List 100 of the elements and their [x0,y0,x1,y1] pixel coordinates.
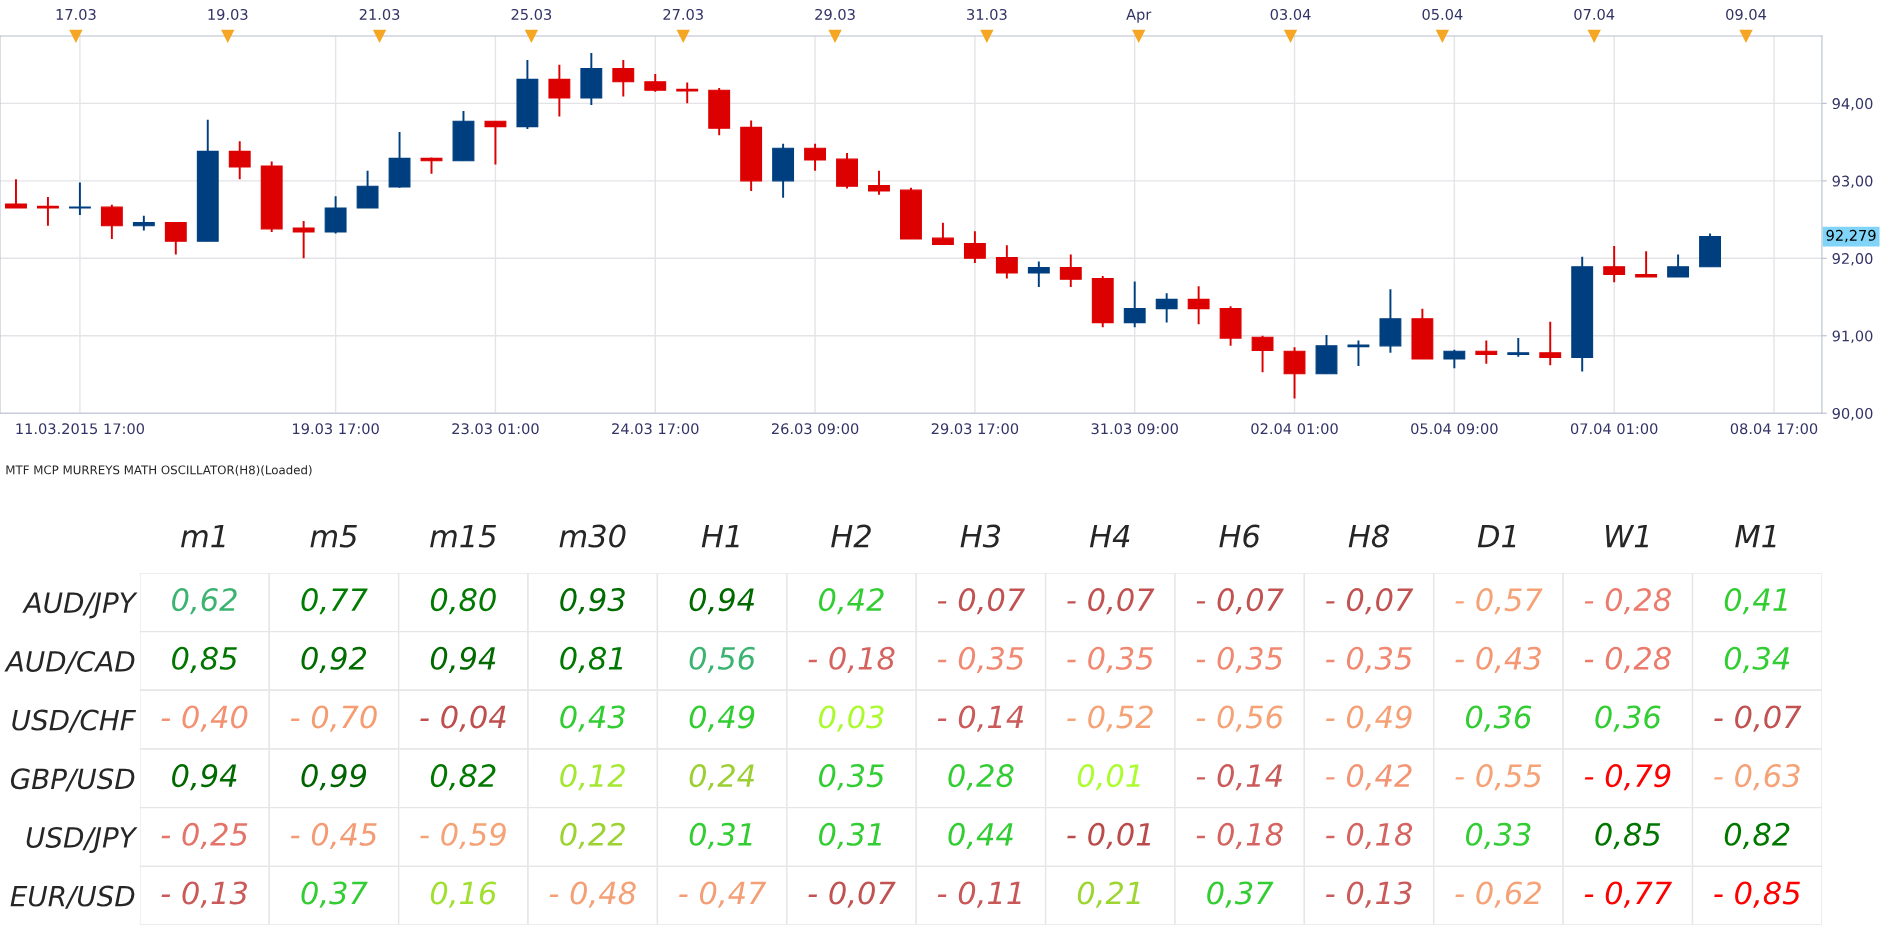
data-label: - 0,04 [420,705,506,732]
data-label: 0,35 [819,764,884,791]
data-label: 0,37 [301,881,368,908]
text: 05.04 [1422,8,1463,20]
text: 29.03 [815,8,855,20]
candlestick [1283,346,1306,400]
x-tick-label: H8 [1348,524,1389,548]
x-tick-label: 26.03 09:00 [771,423,859,435]
candlestick [37,196,59,227]
data-label: 0,12 [560,764,625,791]
data-label: 0,42 [819,588,884,615]
data-label: - 0,52 [1067,705,1153,732]
data-label: 0,34 [1724,646,1790,673]
data-label: - 0,79 [1584,764,1671,791]
data-label: 0,93 [560,588,625,615]
x-tick-label: 31.03 09:00 [1091,423,1178,435]
data-label: 0,82 [1724,822,1790,849]
candlestick [1539,320,1562,367]
candlestick [676,81,699,105]
data-label: - 0,56 [1196,705,1283,732]
text: 27.03 [663,8,703,20]
data-label: - 0,35 [1326,646,1412,673]
candlestick [228,140,251,181]
x-tick-label: 02.04 01:00 [1251,423,1338,435]
data-label: - 0,07 [1067,588,1155,615]
candlestick [100,203,123,240]
candlestick [1347,339,1370,367]
data-label: 0,28 [948,764,1014,791]
data-label: - 0,47 [679,881,767,908]
data-label: - 0,55 [1455,764,1542,791]
data-label: - 0,43 [1455,646,1541,673]
text: 03.04 [1270,8,1311,20]
x-tick-label: 05.04 09:00 [1411,423,1498,435]
data-label: - 0,07 [1196,588,1284,615]
y-tick-label: AUD/JPY [22,592,138,619]
data-label: 0,41 [1724,588,1787,615]
y-tick-label: 94,00 [1832,98,1873,111]
y-tick-label: GBP/USD [10,768,135,792]
data-label: - 0,01 [1067,822,1151,849]
data-label: - 0,18 [808,646,895,673]
text: 17.03 [56,8,96,20]
candlestick [868,169,890,196]
x-tick-label: m1 [181,524,225,548]
data-label: 0,77 [301,588,368,615]
data-label: - 0,14 [937,705,1024,732]
data-label: 0,21 [1077,881,1140,908]
text: 31.03 [967,8,1007,20]
data-label: 0,85 [172,646,237,673]
x-tick-label: H3 [960,524,1001,548]
data-label: 0,56 [689,646,755,673]
data-label: 0,24 [689,764,754,791]
candlestick [1187,285,1210,326]
text: Apr [1126,9,1152,23]
data-label: - 0,35 [1067,646,1153,673]
data-label: - 0,13 [1326,881,1412,908]
data-label: 0,01 [1077,764,1140,791]
candlestick [484,120,507,166]
data-label: 0,31 [819,822,881,849]
data-label: 0,81 [560,646,623,673]
x-tick-label: H4 [1089,524,1130,548]
data-label: - 0,25 [161,822,248,849]
x-tick-label: H2 [831,524,871,548]
y-tick-label: 92,00 [1832,253,1873,266]
candlestick [1027,260,1050,288]
data-label: - 0,63 [1714,764,1800,791]
y-tick-label: USD/CHF [12,709,137,733]
y-tick-label: USD/JPY [26,826,138,854]
x-tick-label: 19.03 17:00 [293,423,379,435]
data-label: 0,33 [1465,822,1531,849]
x-tick-label: H6 [1219,524,1260,548]
candlestick [995,244,1018,280]
data-label: - 0,49 [1326,705,1412,732]
text: 19.03 [208,8,248,20]
data-label: 0,22 [560,822,625,849]
text: 92,279 [1826,229,1876,243]
x-tick-label: 07.04 01:00 [1570,423,1658,435]
candlestick [68,181,91,216]
x-tick-label: 08.04 17:00 [1730,423,1818,435]
candlestick [931,221,954,246]
y-tick-label: 91,00 [1832,330,1873,343]
candlestick [356,169,379,209]
data-label: - 0,07 [1326,588,1414,615]
data-label: 0,99 [301,764,367,791]
candlestick [1059,253,1082,288]
data-label: - 0,14 [1196,764,1282,791]
data-label: - 0,59 [420,822,506,849]
candlestick [164,221,187,256]
candlestick [1475,339,1498,365]
x-tick-label: m5 [310,524,357,548]
data-label: 0,82 [430,764,496,791]
data-label: - 0,07 [1714,705,1802,732]
candlestick [1603,244,1626,284]
y-tick-label: AUD/CAD [4,650,135,675]
candlestick [1155,292,1178,324]
data-label: - 0,42 [1326,764,1412,791]
candlestick [804,142,827,172]
y-tick-label: 93,00 [1832,175,1873,189]
data-label: - 0,07 [937,588,1026,615]
data-label: 0,94 [689,588,754,615]
data-label: 0,16 [430,881,497,908]
